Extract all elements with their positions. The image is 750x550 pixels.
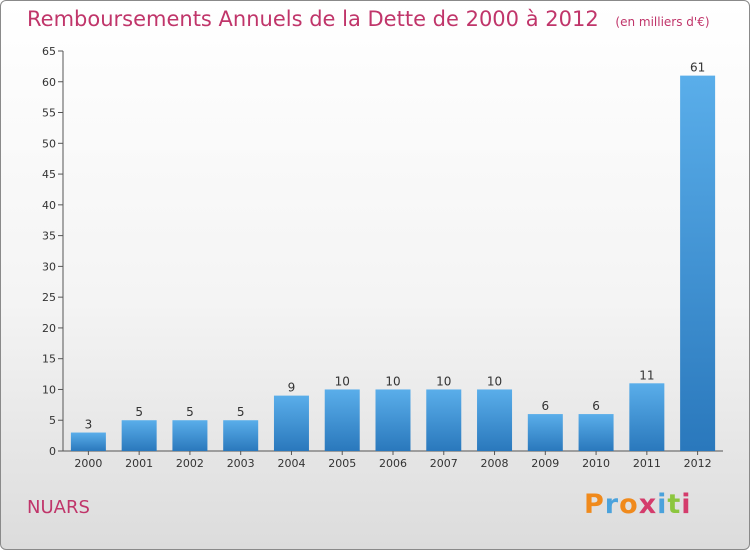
x-tick-label: 2005 — [328, 457, 356, 470]
x-tick-label: 2004 — [277, 457, 305, 470]
bar — [578, 414, 614, 451]
y-tick-label: 65 — [42, 45, 56, 58]
logo-letter: t — [667, 489, 682, 520]
bar-value-label: 61 — [690, 61, 705, 75]
bar — [172, 420, 208, 451]
y-tick-label: 30 — [42, 260, 56, 273]
logo-letter: i — [657, 489, 668, 520]
x-tick-label: 2001 — [125, 457, 153, 470]
bar-value-label: 6 — [592, 399, 600, 413]
x-tick-label: 2011 — [633, 457, 661, 470]
y-tick-label: 35 — [42, 230, 56, 243]
x-tick-label: 2006 — [379, 457, 407, 470]
bar — [477, 389, 513, 451]
y-tick-label: 25 — [42, 291, 56, 304]
y-tick-label: 50 — [42, 137, 56, 150]
x-tick-label: 2008 — [481, 457, 509, 470]
bar-value-label: 10 — [487, 374, 502, 388]
bar-value-label: 5 — [186, 405, 194, 419]
x-tick-label: 2007 — [430, 457, 458, 470]
y-tick-label: 55 — [42, 107, 56, 120]
bar — [527, 414, 563, 451]
bar — [273, 395, 309, 451]
logo-letter: r — [604, 489, 620, 520]
logo-letter: o — [619, 489, 639, 520]
town-name: NUARS — [27, 497, 90, 518]
x-tick-label: 2009 — [531, 457, 559, 470]
bar-value-label: 5 — [135, 405, 143, 419]
x-tick-label: 2010 — [582, 457, 610, 470]
y-tick-label: 45 — [42, 168, 56, 181]
x-tick-label: 2012 — [684, 457, 712, 470]
bar-value-label: 5 — [237, 405, 245, 419]
bar-value-label: 10 — [385, 374, 400, 388]
bar-value-label: 11 — [639, 368, 654, 382]
bar — [426, 389, 462, 451]
bar-value-label: 10 — [436, 374, 451, 388]
bar-value-label: 9 — [288, 381, 296, 395]
y-tick-label: 10 — [42, 383, 56, 396]
chart-unit-label: (en milliers d'€) — [615, 15, 710, 29]
y-tick-label: 0 — [49, 445, 56, 458]
bar — [375, 389, 411, 451]
x-tick-label: 2000 — [74, 457, 102, 470]
logo-letter: P — [584, 489, 605, 520]
bar — [324, 389, 360, 451]
y-tick-label: 60 — [42, 76, 56, 89]
bar-value-label: 6 — [541, 399, 549, 413]
chart-title: Remboursements Annuels de la Dette de 20… — [27, 7, 710, 31]
y-tick-label: 40 — [42, 199, 56, 212]
x-tick-label: 2002 — [176, 457, 204, 470]
logo-letter: i — [681, 489, 692, 520]
bar-value-label: 3 — [85, 418, 93, 432]
chart-title-text: Remboursements Annuels de la Dette de 20… — [27, 7, 599, 31]
bar — [680, 75, 716, 451]
proxiti-logo[interactable]: Proxiti — [584, 489, 692, 520]
y-tick-label: 20 — [42, 322, 56, 335]
bar-value-label: 10 — [335, 374, 350, 388]
bar — [223, 420, 259, 451]
bar — [629, 383, 665, 451]
bar — [121, 420, 157, 451]
x-tick-label: 2003 — [227, 457, 255, 470]
y-tick-label: 5 — [49, 414, 56, 427]
y-tick-label: 15 — [42, 353, 56, 366]
bar — [70, 432, 106, 451]
logo-letter: x — [638, 489, 658, 520]
